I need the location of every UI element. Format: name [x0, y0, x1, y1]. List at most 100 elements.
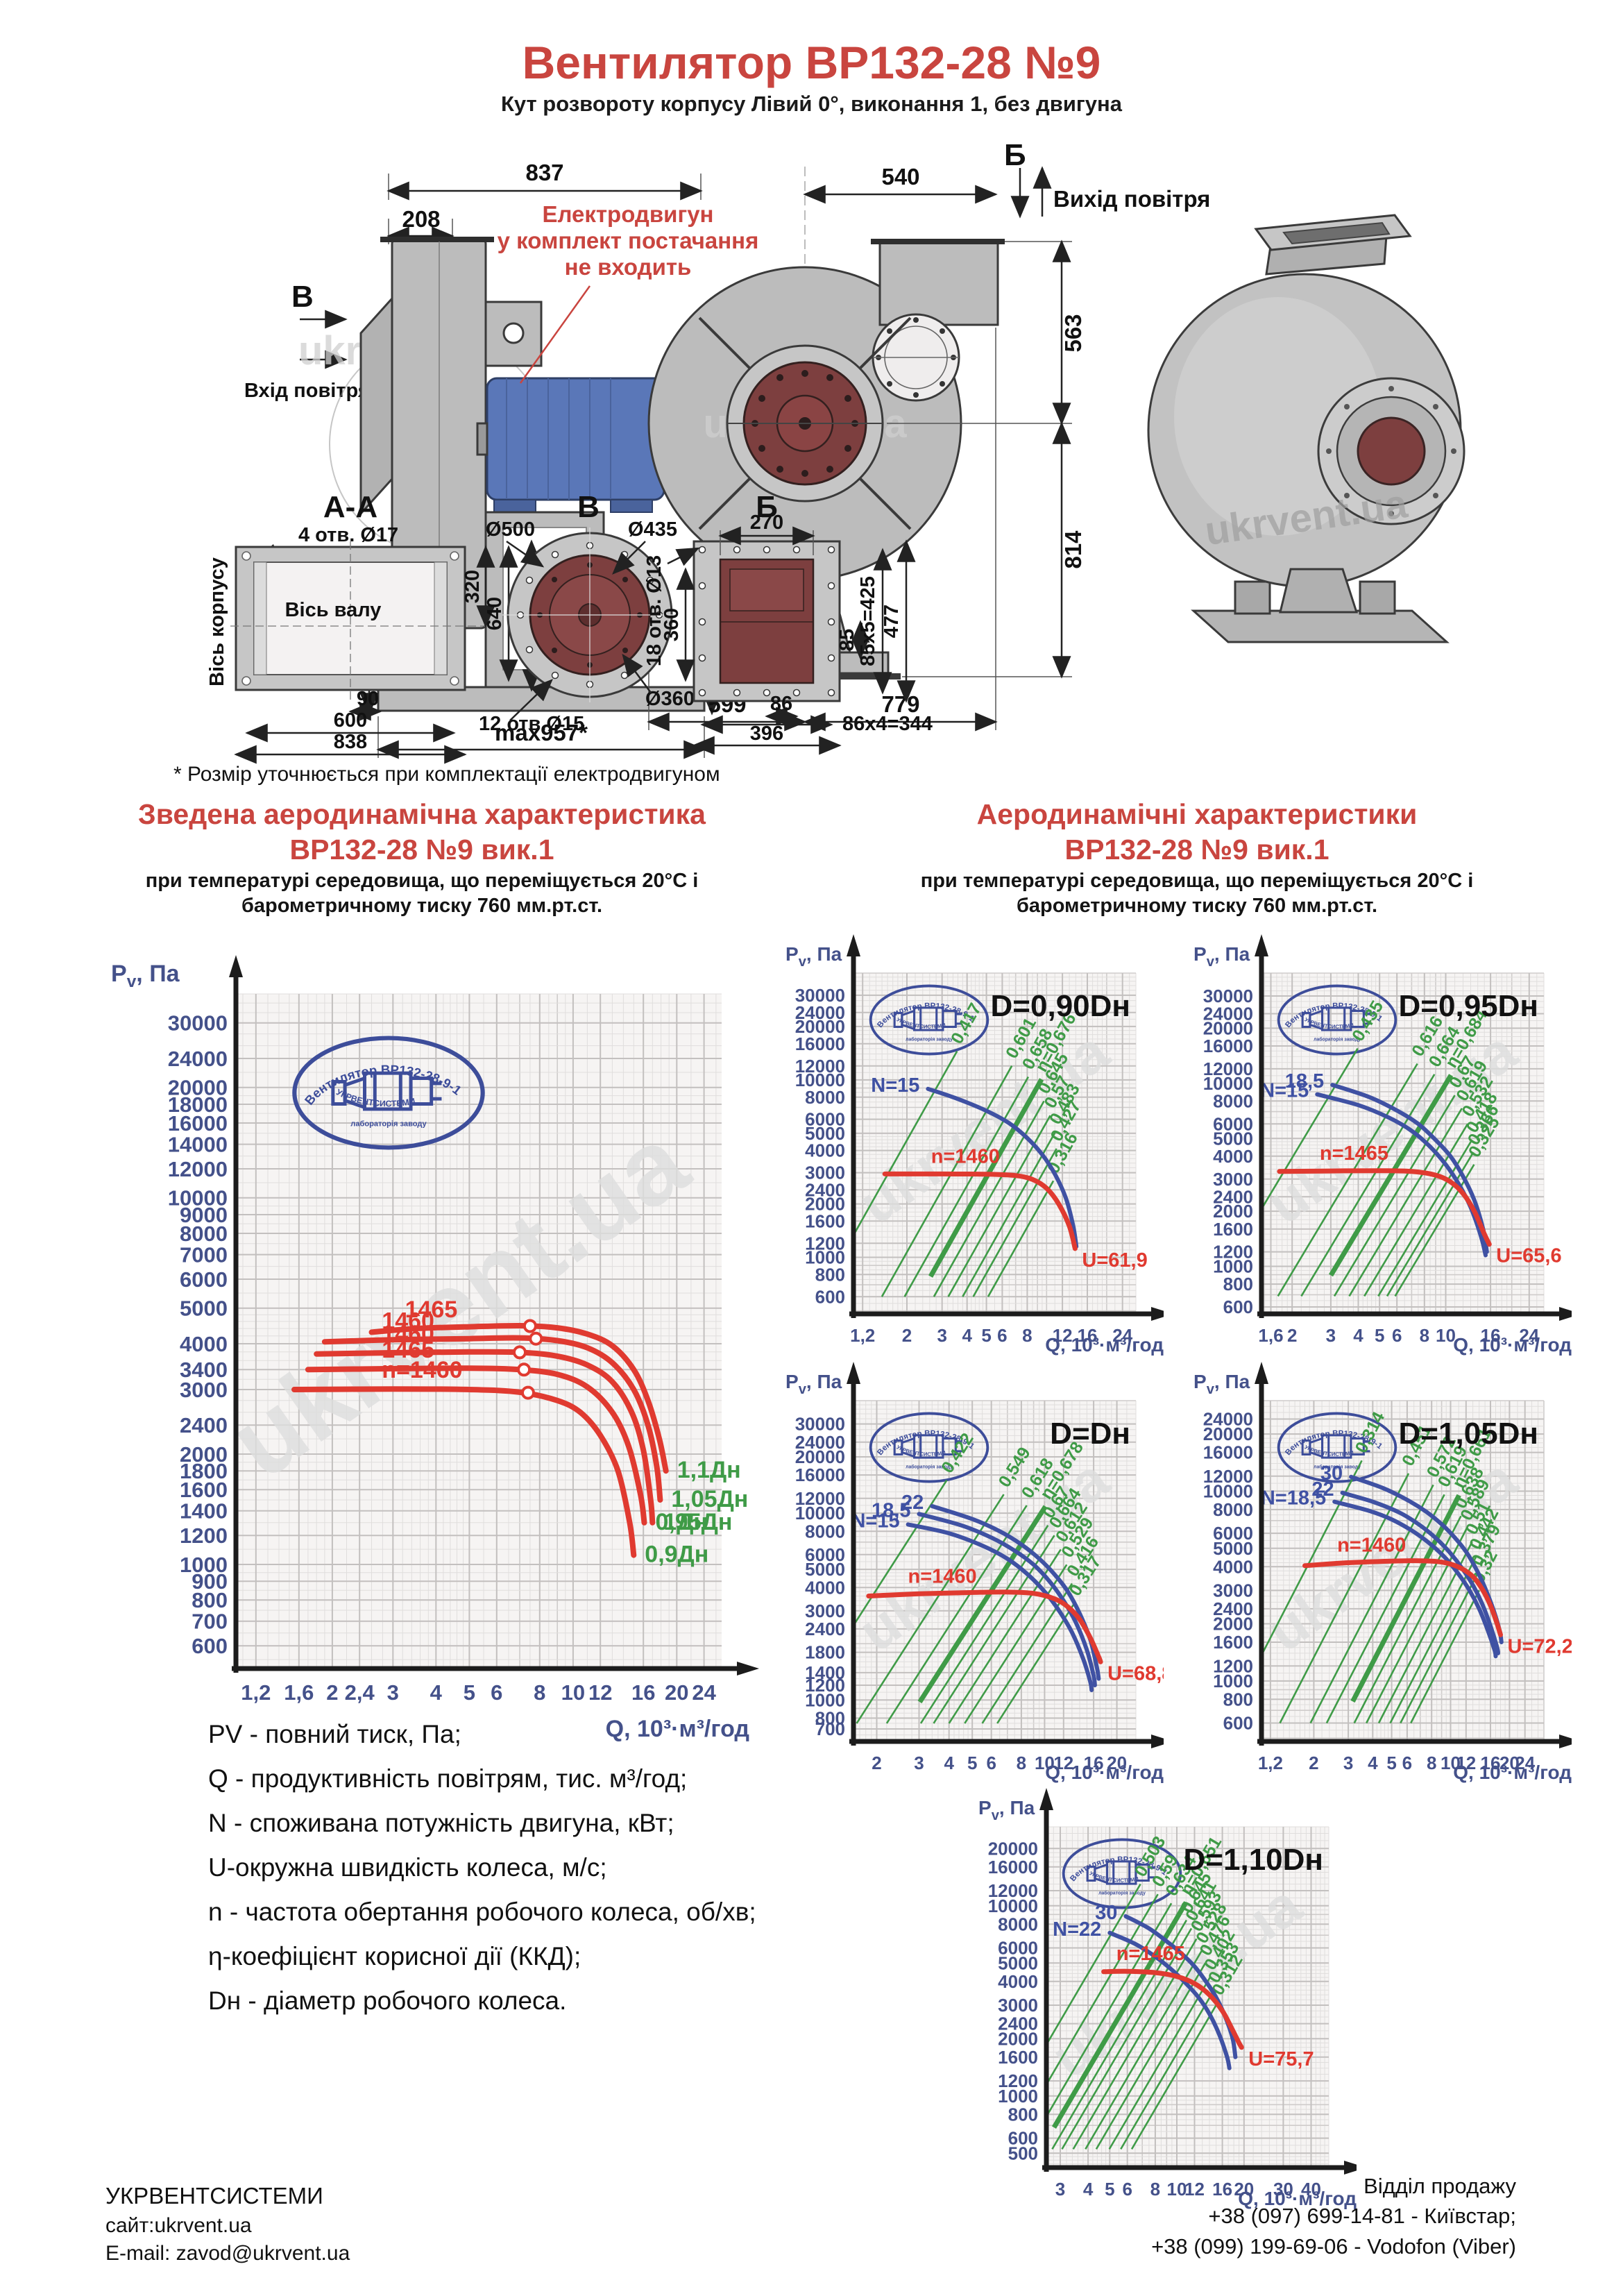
svg-text:8: 8	[1427, 1753, 1436, 1773]
svg-text:1Дн: 1Дн	[663, 1509, 708, 1535]
svg-text:600: 600	[192, 1634, 228, 1658]
svg-text:Q, 10³·м³/год: Q, 10³·м³/год	[1453, 1334, 1572, 1356]
svg-text:1000: 1000	[1213, 1256, 1253, 1277]
svg-text:24: 24	[692, 1680, 716, 1705]
svg-text:10: 10	[1167, 2179, 1187, 2200]
svg-text:3: 3	[1326, 1325, 1336, 1346]
svg-text:24000: 24000	[1203, 1409, 1253, 1430]
sales-phone-2: +38 (099) 199-69-06 - Vodofon (Viber)	[1151, 2234, 1516, 2259]
svg-text:30000: 30000	[168, 1011, 228, 1036]
dim-425: 85х5=425	[857, 576, 879, 666]
svg-text:5: 5	[1375, 1325, 1384, 1346]
svg-text:20: 20	[665, 1680, 688, 1705]
svg-text:800: 800	[1223, 1274, 1253, 1294]
svg-text:1000: 1000	[180, 1553, 228, 1577]
svg-text:N=15: N=15	[871, 1074, 919, 1097]
svg-text:3: 3	[914, 1753, 924, 1773]
svg-text:8000: 8000	[998, 1914, 1038, 1934]
svg-text:1200: 1200	[998, 2070, 1038, 2091]
svg-text:1,2: 1,2	[1258, 1753, 1283, 1773]
svg-text:700: 700	[192, 1610, 228, 1634]
svg-text:900: 900	[192, 1569, 228, 1594]
view-b-label: В	[291, 280, 314, 314]
dim-396: 396	[750, 723, 783, 745]
svg-text:2400: 2400	[180, 1413, 228, 1437]
svg-text:12: 12	[1053, 1325, 1073, 1346]
svg-text:20: 20	[1107, 1753, 1127, 1773]
svg-text:20000: 20000	[988, 1838, 1038, 1859]
svg-text:14000: 14000	[168, 1133, 228, 1157]
svg-text:4000: 4000	[180, 1332, 228, 1356]
svg-text:Q, 10³·м³/год: Q, 10³·м³/год	[1453, 1762, 1572, 1783]
dim-90: 90	[357, 688, 379, 710]
svg-text:D=1,05Dн: D=1,05Dн	[1399, 1417, 1538, 1451]
company-site: сайт:ukrvent.ua	[105, 2213, 252, 2237]
svg-text:18000: 18000	[168, 1092, 228, 1117]
dim-344: 86х4=344	[842, 713, 933, 735]
svg-text:1400: 1400	[180, 1499, 228, 1523]
svg-text:600: 600	[1223, 1297, 1253, 1317]
svg-text:30: 30	[1095, 1902, 1117, 1924]
svg-text:2,4: 2,4	[345, 1680, 375, 1705]
svg-text:2400: 2400	[805, 1179, 845, 1200]
svg-text:22: 22	[901, 1492, 924, 1514]
sales-label: Відділ продажу	[1363, 2174, 1516, 2198]
holes-12-label: 12 отв.Ø15	[479, 713, 584, 735]
section-v: В Ø500 Ø435 Ø360 12 отв.Ø15	[479, 490, 695, 735]
svg-text:8: 8	[1017, 1753, 1026, 1773]
svg-text:4000: 4000	[805, 1140, 845, 1161]
svg-text:16000: 16000	[988, 1857, 1038, 1877]
dim-360: 360	[661, 608, 683, 641]
svg-text:800: 800	[192, 1588, 228, 1612]
outlet-label: Вихід повітря	[1053, 186, 1210, 212]
svg-text:1200: 1200	[805, 1675, 845, 1696]
summary-subtitle-1: при температурі середовища, що переміщує…	[145, 869, 699, 892]
svg-text:U=72,2: U=72,2	[1508, 1635, 1572, 1657]
svg-text:n=1465: n=1465	[1116, 1943, 1185, 1965]
svg-text:2000: 2000	[805, 1194, 845, 1215]
svg-text:1,2: 1,2	[241, 1680, 271, 1705]
svg-text:4: 4	[1083, 2179, 1094, 2200]
svg-text:5: 5	[464, 1680, 475, 1705]
fan-3d-view: ukrvent.ua	[1147, 214, 1465, 643]
svg-text:3000: 3000	[1213, 1580, 1253, 1601]
svg-text:N=15: N=15	[1260, 1080, 1309, 1102]
summary-title-2: ВР132-28 №9 вик.1	[289, 834, 554, 866]
svg-text:6000: 6000	[1213, 1113, 1253, 1134]
legend-line: U-окружна швидкість колеса, м/с;	[208, 1853, 607, 1882]
svg-text:1,1Дн: 1,1Дн	[677, 1457, 741, 1483]
svg-text:8000: 8000	[805, 1521, 845, 1542]
svg-text:1465: 1465	[382, 1337, 434, 1363]
section-b-title: Б	[756, 490, 778, 524]
svg-text:4000: 4000	[1213, 1556, 1253, 1577]
svg-text:12000: 12000	[1203, 1058, 1253, 1079]
svg-text:Pv, Па: Pv, Па	[978, 1797, 1035, 1823]
svg-text:18,5: 18,5	[872, 1499, 910, 1521]
company-email: E-mail: zavod@ukrvent.ua	[105, 2242, 350, 2265]
svg-text:1200: 1200	[180, 1523, 228, 1548]
footnote: * Розмір уточнюється при комплектації ел…	[173, 763, 720, 786]
svg-text:6000: 6000	[805, 1109, 845, 1130]
chart-d-095: ukrvent.ua 0,435 0,616 0,664 η=0,684 0,67 0,61…	[1180, 931, 1581, 1362]
chart-d-100: ukrvent.ua 0,422 0,549 0,618 η=0,678 0,67 0,66…	[772, 1359, 1173, 1789]
svg-text:3: 3	[387, 1680, 399, 1705]
summary-chart: ukrvent.ua 1465 1,1Дн 1460 1,05Дн 1460 1Дн 1465…	[97, 945, 763, 1747]
motor-note-1: Електродвигун	[542, 201, 713, 227]
svg-text:24000: 24000	[168, 1047, 228, 1071]
svg-text:5: 5	[981, 1325, 991, 1346]
svg-text:30000: 30000	[1203, 986, 1253, 1006]
dim-540: 540	[881, 164, 919, 189]
svg-text:n=1460: n=1460	[1337, 1535, 1406, 1557]
svg-text:Pv, Па: Pv, Па	[785, 1371, 842, 1397]
svg-text:4000: 4000	[998, 1971, 1038, 1992]
m-chart-d105-svg: ukrvent.ua0,314 0,4510,5720,619η=0,6610,6…	[1193, 1362, 1581, 1783]
svg-text:600: 600	[815, 1286, 845, 1307]
svg-text:800: 800	[1008, 2104, 1038, 2125]
d435-label: Ø435	[628, 518, 677, 541]
svg-text:3000: 3000	[805, 1601, 845, 1621]
svg-text:5: 5	[1386, 1753, 1396, 1773]
svg-text:4000: 4000	[1213, 1146, 1253, 1167]
dim-208: 208	[402, 206, 440, 232]
svg-text:1000: 1000	[805, 1247, 845, 1268]
svg-text:1000: 1000	[805, 1689, 845, 1710]
